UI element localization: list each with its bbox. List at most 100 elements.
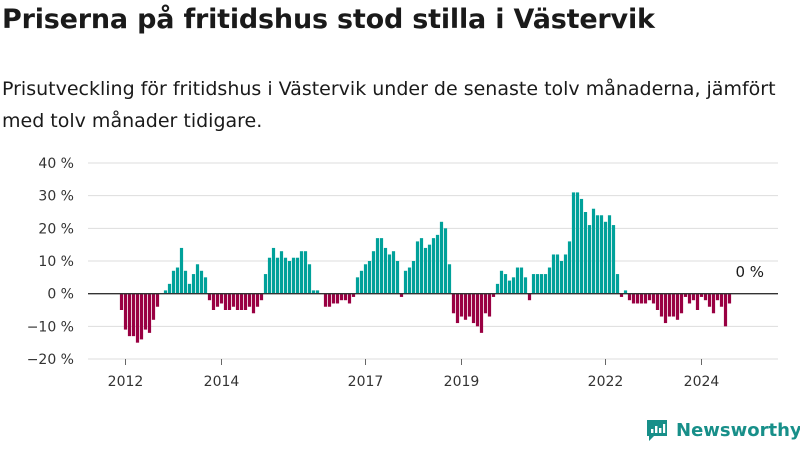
bar [519,267,524,294]
y-tick-label: 20 % [38,221,74,237]
bar [243,293,248,310]
bar [411,261,416,294]
bar [323,293,328,307]
bar [171,270,176,294]
bar [639,293,644,304]
y-tick-label: 0 % [47,287,74,303]
bar [383,247,388,294]
bar [479,293,484,333]
bar [359,270,364,294]
bar [663,293,668,324]
bar [119,293,124,310]
bar [499,270,504,294]
bar [487,293,492,317]
bar [619,293,624,297]
bar [679,293,684,314]
bar [703,293,708,301]
bar [315,290,320,294]
bar [491,293,496,297]
bar [575,192,580,294]
bar [151,293,156,320]
bar [707,293,712,307]
newsworthy-brand: Newsworthy [645,418,800,442]
bar [227,293,232,310]
bar [439,221,444,294]
bar [467,293,472,317]
bar [607,215,612,294]
bar [279,251,284,294]
bar [127,293,132,337]
bar [543,274,548,294]
bar [675,293,680,320]
bar [459,293,464,317]
bar [363,264,368,294]
bar [451,293,456,314]
bar [535,274,540,294]
y-tick-label: 30 % [38,189,74,205]
bar [187,283,192,294]
bar [531,274,536,294]
bar [571,192,576,294]
bar [635,293,640,304]
bar [523,277,528,294]
bar [199,270,204,294]
bar [659,293,664,317]
bar [719,293,724,307]
bar [367,261,372,294]
bar [447,264,452,294]
bar [699,293,704,297]
x-tick-label: 2022 [588,374,624,390]
y-tick-label: −20 % [27,352,74,368]
bar [219,293,224,304]
bar [587,225,592,294]
bar [163,290,168,294]
bar [387,254,392,294]
bar [443,228,448,294]
bar [527,293,532,301]
bar [255,293,260,307]
bar [215,293,220,307]
bar [435,234,440,294]
bar [303,251,308,294]
bar [627,293,632,301]
bar [623,290,628,294]
bar [603,221,608,294]
bar [427,244,432,294]
bar [331,293,336,304]
bar [715,293,720,301]
bar [655,293,660,310]
bar [423,247,428,294]
bar [287,261,292,294]
x-tick-label: 2019 [444,374,480,390]
bar [395,261,400,294]
bar [463,293,468,320]
bar [551,254,556,294]
bar [283,257,288,294]
bar [247,293,252,307]
bar [503,274,508,294]
bar [567,241,572,294]
chart-title: Priserna på fritidshus stod stilla i Väs… [2,4,655,35]
x-tick-label: 2012 [108,374,144,390]
chart-subtitle: Prisutveckling för fritidshus i Västervi… [2,78,776,132]
bar [123,293,128,330]
bar [515,267,520,294]
bar [471,293,476,324]
newsworthy-logo-icon [647,420,667,441]
bar [235,293,240,310]
bar [195,264,200,294]
latest-value-label: 0 % [736,263,765,281]
bar [307,264,312,294]
bar [299,251,304,294]
bar [579,198,584,294]
bar [611,225,616,294]
bar [291,257,296,294]
bar [155,293,160,307]
y-tick-label: 10 % [38,254,74,270]
bar [207,293,212,301]
bar [327,293,332,307]
x-tick-label: 2024 [684,374,720,390]
bar [723,293,728,327]
bar [683,293,688,297]
